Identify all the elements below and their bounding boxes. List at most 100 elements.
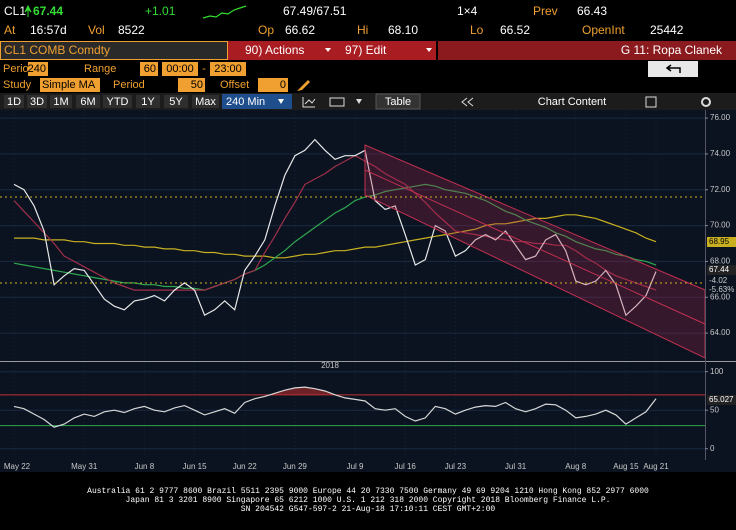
y-tick-label: 76.00 — [710, 113, 731, 122]
input[interactable] — [140, 62, 158, 76]
y-tick-label: 64.00 — [710, 328, 731, 337]
x-tick-label: May 22 — [4, 462, 31, 471]
security-box[interactable] — [0, 41, 228, 60]
footer-line: SN 204542 G547-597-2 21-Aug-18 17:10:11 … — [241, 505, 496, 514]
table-button[interactable] — [375, 93, 421, 110]
dropdown-icon — [426, 48, 432, 52]
range-button[interactable] — [76, 95, 100, 108]
prev-label: Prev — [533, 4, 558, 18]
series-line — [14, 214, 657, 259]
study-period-label: Period — [113, 79, 145, 91]
candle-icon[interactable] — [329, 97, 345, 107]
collapse-icon[interactable] — [461, 97, 474, 107]
range-to[interactable]: 23:00 — [214, 63, 242, 75]
input[interactable] — [178, 78, 205, 92]
x-tick-label: Jun 8 — [135, 462, 155, 471]
chart-icon[interactable] — [302, 97, 316, 108]
interval-button[interactable] — [222, 94, 292, 109]
range[interactable]: 60 — [144, 63, 156, 75]
high-label: Hi — [357, 23, 368, 37]
input[interactable] — [40, 78, 100, 92]
pencil-icon[interactable] — [297, 80, 310, 91]
sparkline — [202, 5, 247, 19]
y-tick-label: 0 — [710, 444, 715, 453]
table-label[interactable]: Table — [385, 96, 411, 108]
range-label[interactable]: 1D — [7, 96, 21, 108]
footer-line: Japan 81 3 3201 8900 Singapore 65 6212 1… — [126, 496, 611, 505]
study[interactable]: Simple MA — [42, 79, 96, 91]
period[interactable]: 240 — [28, 63, 46, 75]
range-button[interactable] — [192, 95, 219, 108]
at-label: At — [4, 23, 16, 37]
open: 66.62 — [285, 23, 315, 37]
x-tick-label: Jun 29 — [283, 462, 308, 471]
page-bar — [438, 41, 736, 60]
dropdown-icon — [356, 99, 362, 104]
range-button[interactable] — [136, 95, 160, 108]
range-button[interactable] — [103, 95, 132, 108]
back-button[interactable] — [648, 61, 698, 77]
y-tick-label: 100 — [710, 367, 724, 376]
channel-midline — [364, 169, 706, 325]
prev: 66.43 — [577, 4, 607, 18]
range-from[interactable]: 00:00 — [166, 63, 194, 75]
study-period[interactable]: 50 — [191, 79, 203, 91]
menu-bar — [228, 41, 436, 60]
range-button[interactable] — [50, 95, 72, 108]
series-line — [13, 155, 657, 291]
dropdown-icon — [325, 48, 331, 52]
value-tag — [707, 395, 736, 405]
change: +1.01 — [145, 4, 176, 18]
y-tick-label: 50 — [710, 405, 719, 414]
x-tick-label: Jul 23 — [445, 462, 467, 471]
range-label[interactable]: Max — [195, 96, 216, 108]
x-tick-label: Jul 16 — [395, 462, 417, 471]
x-tick-label: Aug 8 — [565, 462, 586, 471]
bid-ask: 67.49/67.51 — [283, 4, 347, 18]
offset-label: Offset — [220, 79, 249, 91]
study-label: Study — [3, 79, 32, 91]
range-label[interactable]: YTD — [107, 96, 129, 108]
input[interactable] — [210, 62, 246, 76]
ticker: CL1 — [4, 4, 26, 18]
low: 66.52 — [500, 23, 530, 37]
value-tag — [707, 265, 736, 275]
security[interactable]: CL1 COMB Comdty — [4, 43, 110, 57]
period-label: Period — [3, 63, 35, 75]
x-year-label: 2018 — [321, 361, 339, 370]
actions-button[interactable]: 90) Actions — [245, 43, 304, 57]
oi-label: OpenInt — [582, 23, 625, 37]
range-label[interactable]: 3D — [30, 96, 44, 108]
last-price: 67.44 — [33, 4, 63, 18]
size: 1×4 — [457, 4, 478, 18]
series-line — [13, 183, 657, 291]
edit-button[interactable]: 97) Edit — [345, 43, 387, 57]
interval[interactable]: 240 Min — [226, 96, 265, 108]
range-button[interactable] — [4, 95, 24, 108]
settings-icon[interactable] — [701, 97, 711, 107]
range-label[interactable]: 6M — [80, 96, 95, 108]
range-label[interactable]: 5Y — [169, 96, 183, 108]
input[interactable] — [258, 78, 288, 92]
offset[interactable]: 0 — [280, 79, 286, 91]
range-label[interactable]: 1Y — [141, 96, 155, 108]
input[interactable] — [162, 62, 198, 76]
x-tick-label: Aug 15 — [613, 462, 639, 471]
low-label: Lo — [470, 23, 484, 37]
value-tag-label: 68.95 — [709, 237, 730, 246]
value-tag-label: 65.027 — [709, 395, 734, 404]
input[interactable] — [28, 62, 48, 76]
back-icon — [665, 64, 681, 73]
range-button[interactable] — [164, 95, 188, 108]
dropdown-icon — [278, 99, 284, 104]
chart-content[interactable]: Chart Content — [538, 96, 606, 108]
edit-icon[interactable] — [645, 96, 657, 108]
x-tick-label: May 31 — [71, 462, 98, 471]
open-interest: 25442 — [650, 23, 684, 37]
range-button[interactable] — [27, 95, 47, 108]
x-tick-label: Jul 31 — [505, 462, 527, 471]
range-label: Range — [84, 63, 116, 75]
y-tick-label: 72.00 — [710, 185, 731, 194]
range-label[interactable]: 1M — [53, 96, 68, 108]
